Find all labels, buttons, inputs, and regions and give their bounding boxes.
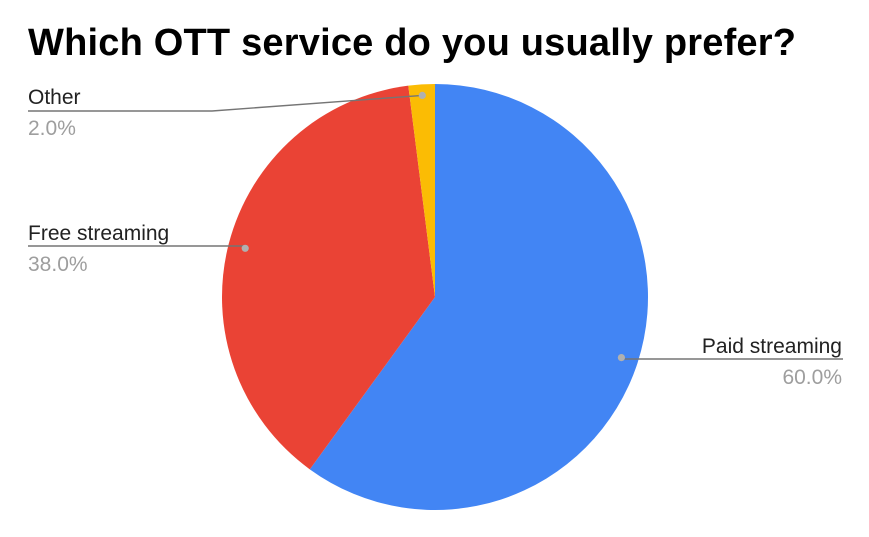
leader-line-other: [28, 94, 423, 112]
slice-percent-paid-streaming: 60.0%: [782, 366, 842, 389]
chart-title: Which OTT service do you usually prefer?: [28, 22, 797, 64]
pie-slice-free-streaming: [221, 85, 435, 470]
slice-labels: Paid streaming 60.0% Free streaming 38.0% Ot…: [28, 86, 842, 389]
slice-label-other: Other: [28, 86, 81, 109]
leader-dot-paid-streaming: [617, 354, 626, 362]
pie-slices: [221, 84, 648, 510]
leader-lines: [28, 91, 843, 362]
leader-dot-free-streaming: [241, 244, 249, 252]
pie-slice-other: [408, 84, 435, 297]
slice-label-paid-streaming: Paid streaming: [702, 335, 842, 358]
leader-line-free-streaming: [28, 245, 246, 249]
slice-label-free-streaming: Free streaming: [28, 222, 169, 245]
pie-slice-paid-streaming: [309, 84, 648, 510]
leader-dot-other: [418, 91, 426, 99]
slice-percent-other: 2.0%: [28, 117, 76, 140]
slice-percent-free-streaming: 38.0%: [28, 253, 88, 276]
